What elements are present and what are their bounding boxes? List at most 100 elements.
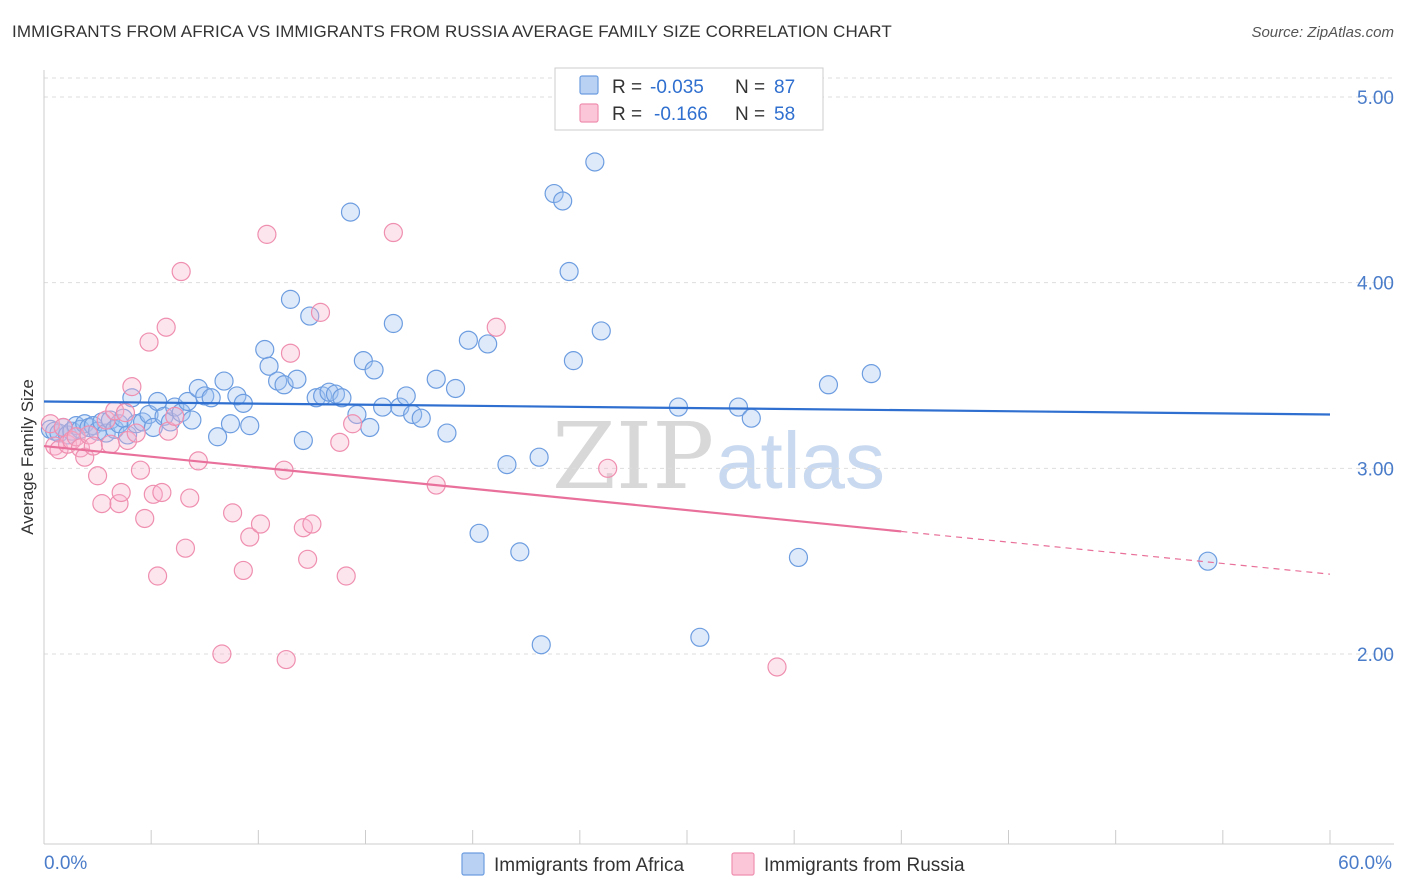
point-africa-66 bbox=[445, 378, 466, 399]
point-africa-72 bbox=[529, 447, 549, 467]
watermark-atlas: atlas bbox=[716, 416, 885, 505]
point-russia-47 bbox=[310, 302, 331, 322]
point-russia-33 bbox=[180, 488, 200, 508]
point-africa-73 bbox=[531, 635, 551, 655]
point-africa-64 bbox=[426, 369, 446, 389]
point-russia-17 bbox=[111, 482, 131, 503]
point-russia-14 bbox=[100, 434, 121, 454]
point-africa-71 bbox=[510, 542, 530, 562]
point-russia-28 bbox=[156, 317, 176, 337]
watermark-zip: ZIP bbox=[552, 403, 714, 510]
point-africa-30 bbox=[182, 410, 202, 430]
chart-title: IMMIGRANTS FROM AFRICA VS IMMIGRANTS FRO… bbox=[12, 22, 892, 41]
bottom-legend-label-africa: Immigrants from Africa bbox=[494, 855, 684, 876]
point-africa-21 bbox=[132, 412, 153, 432]
point-africa-81 bbox=[690, 627, 710, 647]
trend-line-russia bbox=[43, 444, 902, 533]
point-africa-86 bbox=[861, 364, 881, 384]
legend-n-label-africa: N = bbox=[735, 77, 765, 98]
stats-legend-box bbox=[554, 67, 824, 131]
series-legend: Immigrants from Africa Immigrants from R… bbox=[461, 852, 965, 876]
point-russia-32 bbox=[175, 538, 196, 558]
y-tick-label-3: 3.00 bbox=[1357, 459, 1394, 480]
point-africa-41 bbox=[259, 356, 279, 376]
point-russia-36 bbox=[223, 503, 243, 523]
legend-r-label-africa: R = bbox=[612, 77, 642, 98]
stats-legend: R = -0.035 N = 87 R = -0.166 N = 58 bbox=[554, 67, 824, 131]
y-tick-label-5: 5.00 bbox=[1357, 88, 1394, 109]
legend-swatch-africa bbox=[579, 75, 599, 95]
watermark: ZIP atlas bbox=[552, 403, 885, 510]
point-africa-47 bbox=[300, 306, 320, 326]
trend-line-africa bbox=[43, 400, 1331, 416]
point-africa-45 bbox=[287, 369, 307, 389]
point-africa-44 bbox=[280, 289, 301, 309]
point-africa-70 bbox=[497, 455, 517, 475]
point-africa-39 bbox=[240, 416, 260, 436]
point-africa-32 bbox=[195, 386, 215, 406]
source-credit: Source: ZipAtlas.com bbox=[1251, 24, 1394, 41]
point-africa-78 bbox=[585, 152, 605, 172]
point-russia-18 bbox=[115, 403, 136, 423]
point-africa-83 bbox=[741, 408, 761, 428]
point-russia-21 bbox=[126, 423, 146, 443]
point-africa-82 bbox=[728, 397, 749, 417]
point-russia-48 bbox=[330, 432, 350, 452]
bottom-legend-swatch-africa bbox=[461, 852, 485, 876]
point-africa-77 bbox=[563, 351, 584, 371]
point-africa-63 bbox=[411, 408, 431, 428]
point-africa-68 bbox=[469, 523, 489, 543]
point-africa-52 bbox=[332, 388, 352, 408]
x-tick-label-min: 0.0% bbox=[44, 853, 87, 874]
point-russia-22 bbox=[130, 460, 151, 480]
point-africa-37 bbox=[227, 386, 247, 406]
point-africa-57 bbox=[364, 360, 384, 380]
legend-swatch-russia bbox=[579, 103, 599, 123]
point-russia-12 bbox=[92, 494, 112, 514]
legend-n-value-africa: 87 bbox=[774, 77, 795, 98]
point-africa-34 bbox=[208, 427, 228, 447]
point-africa-84 bbox=[788, 547, 809, 568]
trend-lines bbox=[43, 400, 1331, 575]
legend-r-value-russia: -0.166 bbox=[654, 104, 708, 125]
point-russia-31 bbox=[171, 261, 191, 282]
point-africa-59 bbox=[383, 313, 403, 334]
point-russia-54 bbox=[598, 458, 618, 478]
point-africa-76 bbox=[559, 261, 579, 282]
point-russia-27 bbox=[152, 482, 172, 503]
y-tick-label-4: 4.00 bbox=[1357, 274, 1394, 295]
point-russia-37 bbox=[233, 560, 253, 581]
x-tick-label-max: 60.0% bbox=[1338, 853, 1392, 874]
point-russia-39 bbox=[250, 514, 271, 534]
point-russia-49 bbox=[336, 566, 356, 586]
point-africa-67 bbox=[458, 330, 478, 350]
point-russia-42 bbox=[276, 649, 296, 670]
point-africa-35 bbox=[214, 371, 234, 391]
point-africa-58 bbox=[373, 397, 393, 417]
point-russia-26 bbox=[147, 566, 168, 586]
y-axis-label: Average Family Size bbox=[18, 379, 37, 535]
legend-r-value-africa: -0.035 bbox=[650, 77, 704, 98]
point-russia-46 bbox=[302, 514, 322, 534]
point-africa-65 bbox=[437, 423, 457, 443]
series-russia-points bbox=[40, 222, 787, 677]
x-axis-ticks bbox=[43, 830, 1331, 844]
legend-n-value-russia: 58 bbox=[774, 104, 795, 125]
point-russia-23 bbox=[135, 508, 155, 529]
point-africa-40 bbox=[255, 339, 275, 360]
point-russia-9 bbox=[79, 425, 99, 445]
legend-r-label-russia: R = bbox=[612, 104, 642, 125]
point-africa-79 bbox=[591, 321, 611, 341]
point-russia-35 bbox=[212, 644, 232, 664]
point-africa-75 bbox=[553, 191, 573, 211]
point-africa-36 bbox=[220, 414, 241, 434]
point-russia-38 bbox=[240, 527, 260, 547]
point-russia-24 bbox=[139, 332, 159, 352]
point-africa-29 bbox=[178, 391, 198, 412]
y-axis-tick-labels: 2.00 3.00 4.00 5.00 bbox=[1357, 88, 1394, 666]
point-russia-11 bbox=[87, 466, 108, 486]
point-russia-45 bbox=[298, 549, 318, 569]
point-africa-56 bbox=[360, 417, 380, 438]
point-africa-61 bbox=[396, 386, 416, 406]
